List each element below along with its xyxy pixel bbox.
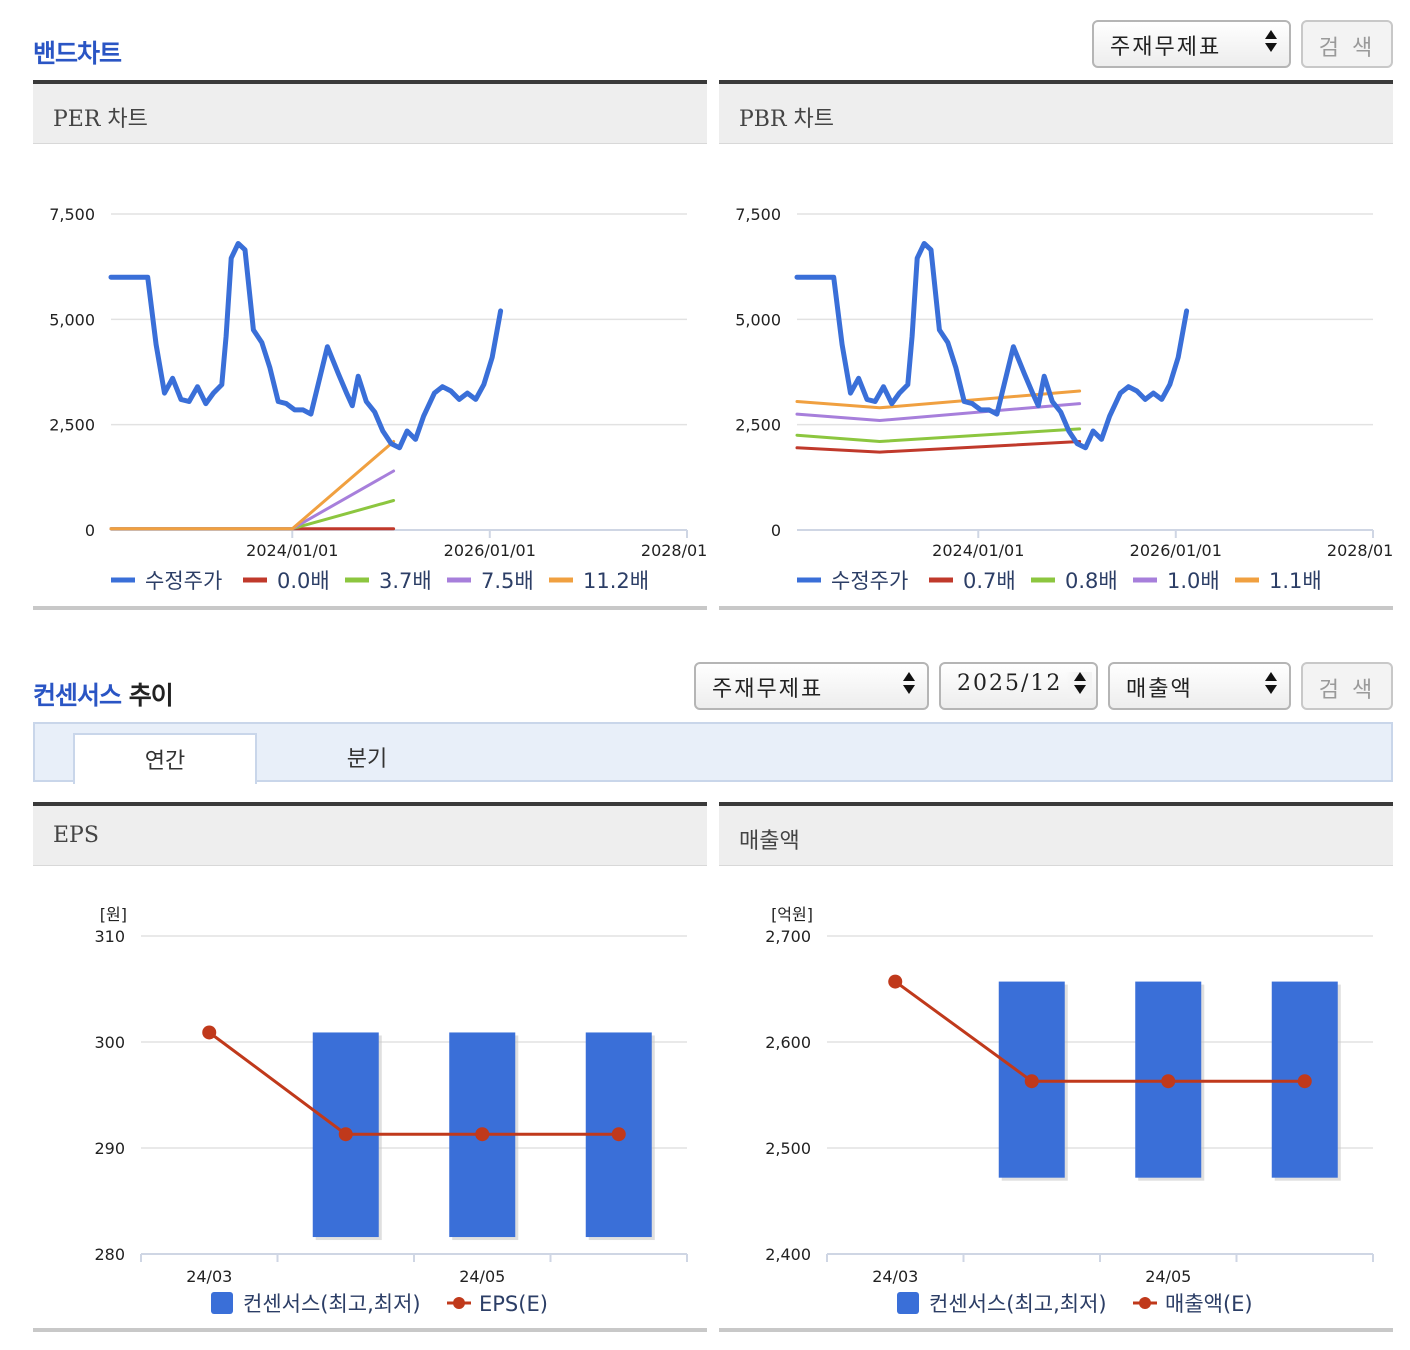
eps-y-tick-label: 290 <box>94 1139 125 1158</box>
per-y-tick-label: 7,500 <box>49 205 95 224</box>
select-arrows-icon <box>1265 672 1279 698</box>
eps-estimate-line <box>208 1031 619 1136</box>
eps-legend-label-line: EPS(E) <box>479 1292 548 1316</box>
per-y-tick-label: 0 <box>85 521 95 540</box>
eps-chart-title: EPS <box>33 806 707 866</box>
consensus-tab-bar: 연간 분기 <box>33 722 1393 784</box>
pbr-chart-title: PBR 차트 <box>719 84 1393 144</box>
sales-legend-label-line: 매출액(E) <box>1165 1292 1253 1316</box>
sales-y-tick-label: 2,700 <box>765 927 811 946</box>
eps-estimate-point <box>475 1127 490 1142</box>
sales-legend-swatch-range <box>897 1292 919 1314</box>
pbr-series-price-line <box>794 241 1190 451</box>
select-arrows-icon <box>1265 30 1279 56</box>
band-search-button[interactable]: 검 색 <box>1301 20 1393 68</box>
pbr-x-tick-label: 2024/01/01 <box>932 541 1024 560</box>
sales-estimate-point <box>1024 1074 1039 1089</box>
sales-y-tick-label: 2,600 <box>765 1033 811 1052</box>
per-legend-label: 0.0배 <box>277 569 330 593</box>
eps-estimate-point <box>202 1025 217 1040</box>
eps-x-tick-label: 24/03 <box>186 1267 232 1286</box>
pbr-legend-label: 1.0배 <box>1167 569 1220 593</box>
eps-y-tick-label: 280 <box>94 1245 125 1264</box>
per-x-tick-label: 2028/01/01 <box>641 541 707 560</box>
pbr-legend-label: 0.7배 <box>963 569 1016 593</box>
consensus-period-select[interactable]: 2025/12 <box>939 662 1098 710</box>
pbr-series-band-line <box>795 440 1082 454</box>
consensus-title-dark: 추이 <box>128 681 174 710</box>
sales-legend-swatch-point <box>1139 1297 1151 1309</box>
per-legend-label: 3.7배 <box>379 569 432 593</box>
pbr-chart-panel: PBR 차트 7,500 5,000 2,500 0 2024/01/01 2026/01… <box>719 80 1393 610</box>
pbr-y-tick-label: 5,000 <box>735 310 781 329</box>
sales-chart: [억원] 2,700 2,600 2,500 2,400 24/03 24/05 컨센서스(최… <box>765 905 1374 1316</box>
consensus-search-button[interactable]: 검 색 <box>1301 662 1393 710</box>
tab-annual[interactable]: 연간 <box>73 733 257 784</box>
sales-x-tick-label: 24/05 <box>1145 1267 1191 1286</box>
consensus-item-select-value: 매출액 <box>1126 677 1193 702</box>
per-legend-label: 수정주가 <box>145 569 222 593</box>
sales-chart-title: 매출액 <box>719 806 1393 866</box>
sales-legend-label-range: 컨센서스(최고,최저) <box>929 1292 1107 1316</box>
eps-chart: [원] 310 300 290 280 24/03 24/05 컨센서스(최고,최저) EPS(… <box>94 905 688 1316</box>
per-y-tick-label: 5,000 <box>49 310 95 329</box>
per-x-tick-label: 2026/01/01 <box>444 541 536 560</box>
sales-y-tick-label: 2,400 <box>765 1245 811 1264</box>
pbr-legend-label: 수정주가 <box>831 569 908 593</box>
eps-legend-label-range: 컨센서스(최고,최저) <box>243 1292 421 1316</box>
select-arrows-icon <box>1066 672 1092 698</box>
per-chart-title: PER 차트 <box>33 84 707 144</box>
pbr-series-band-line <box>795 402 1082 422</box>
pbr-y-tick-label: 7,500 <box>735 205 781 224</box>
eps-y-tick-label: 310 <box>94 927 125 946</box>
consensus-statement-select-value: 주재무제표 <box>712 677 824 702</box>
sales-y-unit-label: [억원] <box>771 905 813 924</box>
consensus-statement-select[interactable]: 주재무제표 <box>694 662 929 710</box>
sales-x-tick-label: 24/03 <box>872 1267 918 1286</box>
eps-x-tick-label: 24/05 <box>459 1267 505 1286</box>
eps-estimate-point <box>338 1127 353 1142</box>
sales-estimate-point <box>888 974 903 989</box>
consensus-title: 컨센서스 추이 <box>33 676 174 712</box>
band-statement-select[interactable]: 주재무제표 <box>1092 20 1291 68</box>
eps-estimate-point <box>611 1127 626 1142</box>
per-y-tick-label: 2,500 <box>49 416 95 435</box>
per-chart: 7,500 5,000 2,500 0 2024/01/01 2026/01/01 2028… <box>49 205 707 593</box>
select-arrows-icon <box>903 672 917 698</box>
pbr-legend-label: 1.1배 <box>1269 569 1322 593</box>
eps-legend-swatch-range <box>211 1292 233 1314</box>
pbr-x-tick-label: 2026/01/01 <box>1130 541 1222 560</box>
pbr-series-band-line <box>795 389 1082 410</box>
band-chart-title: 밴드차트 <box>33 39 122 68</box>
consensus-title-blue: 컨센서스 <box>33 681 122 710</box>
eps-y-unit-label: [원] <box>100 905 127 924</box>
pbr-series-band-line <box>795 427 1082 443</box>
sales-estimate-point <box>1297 1074 1312 1089</box>
consensus-item-select[interactable]: 매출액 <box>1108 662 1291 710</box>
pbr-y-tick-label: 0 <box>771 521 781 540</box>
tab-quarterly[interactable]: 분기 <box>346 747 388 772</box>
per-series-band-line <box>109 440 396 531</box>
per-chart-panel: PER 차트 7,500 5,000 2,500 0 2024/01/01 2026/01… <box>33 80 707 610</box>
pbr-y-tick-label: 2,500 <box>735 416 781 435</box>
per-x-tick-label: 2024/01/01 <box>246 541 338 560</box>
pbr-legend-label: 0.8배 <box>1065 569 1118 593</box>
per-series-price-line <box>108 241 504 451</box>
sales-estimate-point <box>1161 1074 1176 1089</box>
eps-legend-swatch-point <box>453 1297 465 1309</box>
eps-y-tick-label: 300 <box>94 1033 125 1052</box>
sales-y-tick-label: 2,500 <box>765 1139 811 1158</box>
pbr-chart: 7,500 5,000 2,500 0 2024/01/01 2026/01/01 2028… <box>735 205 1393 593</box>
sales-estimate-line <box>894 980 1305 1083</box>
per-series-band-line <box>109 499 396 531</box>
sales-chart-panel: 매출액 [억원] 2,700 2,600 2,500 2,400 24/03 24/05 컨센… <box>719 802 1393 1332</box>
pbr-x-tick-label: 2028/01/01 <box>1327 541 1393 560</box>
consensus-period-select-value: 2025/12 <box>957 671 1063 696</box>
per-legend-label: 11.2배 <box>583 569 649 593</box>
band-statement-select-value: 주재무제표 <box>1110 35 1222 60</box>
eps-chart-panel: EPS [원] 310 300 290 280 24/03 24/05 컨센서스(최고,최저)… <box>33 802 707 1332</box>
per-legend-label: 7.5배 <box>481 569 534 593</box>
